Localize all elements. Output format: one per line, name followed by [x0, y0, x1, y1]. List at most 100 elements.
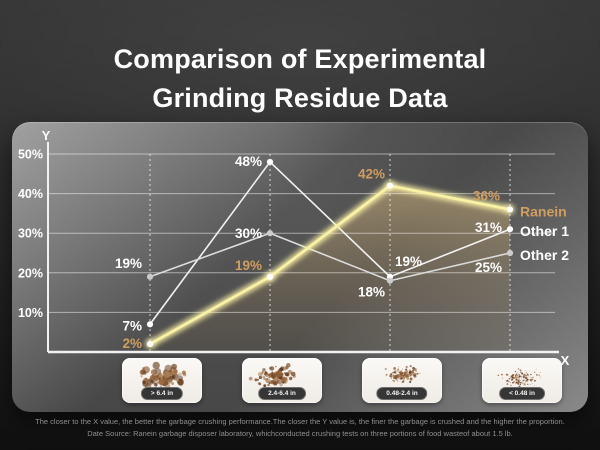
residue-speck	[140, 375, 143, 378]
residue-speck	[518, 379, 520, 382]
residue-speck	[263, 372, 267, 376]
y-tick-50%: 50%	[18, 148, 43, 162]
residue-speck	[520, 381, 522, 383]
value-label-other-1-2: 48%	[235, 154, 262, 169]
residue-speck	[399, 375, 401, 377]
residue-speck	[525, 369, 527, 371]
footer-line1: The closer to the X value, the better th…	[35, 417, 565, 426]
residue-speck	[522, 379, 524, 382]
residue-speck	[142, 380, 146, 384]
residue-speck	[392, 372, 394, 375]
residue-speck	[263, 377, 266, 381]
residue-speck	[285, 366, 289, 370]
series-line-other-2	[149, 232, 511, 282]
residue-speck	[505, 379, 507, 381]
residue-speck	[526, 378, 529, 381]
residue-speck	[514, 370, 517, 373]
residue-speck	[511, 375, 514, 378]
value-label-other-1-3: 19%	[395, 254, 422, 269]
residue-speck	[413, 367, 417, 371]
category-label-1: > 6.4 in	[140, 387, 184, 400]
residue-speck	[538, 374, 540, 376]
residue-speck	[534, 379, 536, 382]
residue-speck	[158, 379, 165, 386]
data-point-other-2-4	[506, 249, 514, 257]
residue-speck	[522, 375, 525, 379]
residue-speck	[514, 375, 517, 378]
residue-speck	[511, 379, 513, 381]
residue-speck	[392, 374, 395, 378]
residue-speck	[540, 376, 542, 378]
residue-speck	[512, 377, 515, 379]
residue-speck	[275, 365, 277, 368]
value-label-other-2-3: 18%	[358, 285, 385, 300]
residue-speck	[529, 375, 531, 377]
residue-speck	[396, 379, 398, 381]
residue-speck	[140, 369, 146, 375]
residue-speck	[171, 382, 175, 385]
y-tick-10%: 10%	[18, 306, 43, 320]
residue-speck	[527, 376, 529, 378]
residue-speck	[154, 383, 158, 387]
residue-speck	[182, 372, 187, 377]
residue-image-fine	[384, 364, 421, 384]
residue-speck	[522, 378, 525, 381]
residue-speck	[521, 382, 523, 384]
residue-speck	[525, 375, 527, 377]
residue-speck	[149, 374, 156, 381]
residue-speck	[177, 378, 184, 386]
residue-speck	[516, 375, 518, 377]
residue-speck	[521, 372, 524, 375]
residue-speck	[159, 385, 163, 388]
residue-speck	[516, 372, 518, 374]
y-tick-40%: 40%	[18, 187, 43, 201]
value-label-other-2-1: 19%	[115, 256, 142, 271]
residue-speck	[178, 375, 184, 381]
residue-speck	[393, 371, 396, 374]
residue-speck	[278, 379, 283, 384]
data-point-ranein-4	[506, 206, 514, 213]
series-line-other-1	[149, 161, 511, 325]
residue-speck	[384, 367, 387, 371]
value-label-other-1-1: 7%	[122, 318, 142, 333]
residue-speck	[272, 380, 275, 383]
residue-speck	[412, 369, 415, 372]
residue-speck	[393, 367, 396, 370]
residue-speck	[529, 379, 532, 381]
residue-speck	[415, 370, 418, 373]
chart-panel: Y X 50% 40% 30% 20% 10% 7% 48% 19% 31% 19% 30% 18% 25%…	[12, 122, 588, 412]
residue-image-medium	[248, 363, 296, 388]
residue-speck	[520, 380, 521, 381]
residue-speck	[403, 374, 405, 377]
residue-speck	[497, 374, 499, 376]
residue-speck	[254, 378, 258, 382]
residue-speck	[535, 368, 537, 370]
residue-speck	[289, 376, 293, 380]
residue-speck	[419, 372, 421, 375]
residue-speck	[396, 368, 400, 372]
residue-speck	[535, 373, 538, 376]
residue-speck	[523, 375, 526, 379]
residue-speck	[513, 377, 515, 379]
residue-speck	[530, 380, 532, 382]
residue-speck	[170, 375, 175, 380]
residue-image-finest	[497, 368, 542, 388]
residue-speck	[403, 380, 405, 382]
residue-speck	[526, 377, 528, 379]
residue-speck	[175, 378, 179, 382]
residue-speck	[533, 371, 536, 373]
residue-speck	[531, 376, 533, 378]
y-tick-20%: 20%	[18, 266, 43, 280]
residue-speck	[248, 376, 253, 381]
residue-speck	[403, 376, 406, 379]
value-label-other-2-4: 25%	[475, 260, 502, 275]
page-title: Comparison of Experimental Grinding Resi…	[0, 40, 600, 118]
data-point-other-1-4	[506, 226, 514, 233]
residue-speck	[512, 381, 514, 383]
data-point-other-2-1	[146, 273, 154, 280]
residue-speck	[409, 381, 412, 384]
residue-speck	[394, 374, 396, 377]
residue-speck	[397, 377, 399, 379]
residue-speck	[506, 383, 509, 386]
